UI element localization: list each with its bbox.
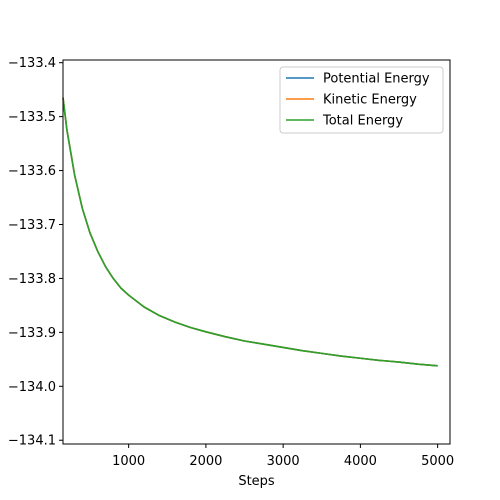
series-line-2 [62, 97, 438, 367]
plot-frame [62, 59, 451, 445]
y-tick-label: −133.9 [8, 326, 56, 341]
x-tick-label: 2000 [189, 454, 222, 469]
series-line-3 [62, 97, 438, 367]
x-axis-ticks: 1000 2000 3000 4000 5000 [112, 444, 454, 469]
y-tick-label: −133.4 [8, 56, 56, 71]
legend-label: Total Energy [322, 114, 403, 129]
y-tick-label: −134.0 [8, 380, 56, 395]
x-tick-label: 3000 [267, 454, 300, 469]
legend-label: Kinetic Energy [323, 93, 417, 108]
legend-label: Potential Energy [323, 72, 430, 87]
legend: Potential Energy Kinetic Energy Total Ener… [279, 66, 444, 134]
legend-box [279, 66, 444, 134]
series-layer [62, 97, 438, 367]
y-tick-label: −134.1 [8, 434, 56, 449]
y-axis-ticks: −133.4 −133.5 −133.6 −133.7 −133.8 −133.9 −134… [8, 56, 63, 449]
x-tick-label: 4000 [344, 454, 377, 469]
x-tick-label: 5000 [421, 454, 454, 469]
x-axis-label: Steps [238, 474, 275, 489]
y-tick-label: −133.5 [8, 110, 56, 125]
y-tick-label: −133.8 [8, 272, 56, 287]
series-line-1 [62, 97, 438, 367]
y-tick-label: −133.6 [8, 164, 56, 179]
x-tick-label: 1000 [112, 454, 145, 469]
y-tick-label: −133.7 [8, 218, 56, 233]
